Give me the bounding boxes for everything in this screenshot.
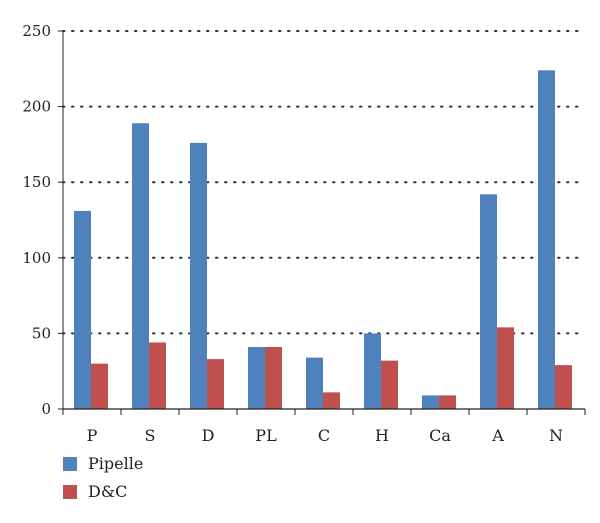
bar-dc-a bbox=[497, 327, 514, 409]
bar-pipelle-p bbox=[74, 210, 91, 409]
gridlines bbox=[62, 30, 586, 335]
bar-pipelle-c bbox=[306, 357, 323, 409]
x-tick-label: D bbox=[202, 426, 215, 445]
x-tick-label: P bbox=[87, 426, 98, 445]
bar-dc-h bbox=[381, 360, 398, 409]
legend-swatch-dc bbox=[63, 485, 77, 499]
bar-dc-p bbox=[91, 363, 108, 409]
x-tick-label: Ca bbox=[429, 426, 451, 445]
y-tick-label: 150 bbox=[22, 173, 51, 191]
bar-pipelle-pl bbox=[248, 347, 265, 409]
bar-pipelle-n bbox=[538, 70, 555, 409]
bar-pipelle-d bbox=[190, 142, 207, 409]
legend-label-pipelle: Pipelle bbox=[88, 454, 143, 473]
y-tick-label: 100 bbox=[22, 249, 51, 267]
y-axis: 0 50 100 150 200 250 bbox=[22, 22, 64, 418]
bars bbox=[74, 70, 572, 410]
bar-dc-c bbox=[323, 392, 340, 409]
bar-pipelle-h bbox=[364, 333, 381, 409]
x-tick-label: S bbox=[145, 426, 156, 445]
x-tick-label: A bbox=[491, 426, 504, 445]
x-tick-label: C bbox=[318, 426, 330, 445]
bar-pipelle-ca bbox=[422, 395, 439, 409]
legend-swatch-pipelle bbox=[63, 457, 77, 471]
legend: Pipelle D&C bbox=[63, 454, 143, 501]
legend-label-dc: D&C bbox=[88, 482, 127, 501]
bar-pipelle-s bbox=[132, 123, 149, 410]
bar-pipelle-a bbox=[480, 194, 497, 409]
y-tick-label: 50 bbox=[32, 324, 51, 342]
x-tick-label: N bbox=[549, 426, 563, 445]
bar-dc-d bbox=[207, 359, 224, 409]
bar-dc-pl bbox=[265, 347, 282, 409]
x-tick-label: H bbox=[375, 426, 389, 445]
y-tick-label: 250 bbox=[22, 22, 51, 40]
bar-dc-ca bbox=[439, 395, 456, 409]
bar-dc-n bbox=[555, 365, 572, 409]
bar-dc-s bbox=[149, 342, 166, 409]
x-tick-label: PL bbox=[255, 426, 277, 445]
x-axis: P S D PL C H Ca A N bbox=[62, 408, 586, 445]
y-tick-label: 0 bbox=[41, 400, 51, 418]
y-tick-label: 200 bbox=[22, 98, 51, 116]
